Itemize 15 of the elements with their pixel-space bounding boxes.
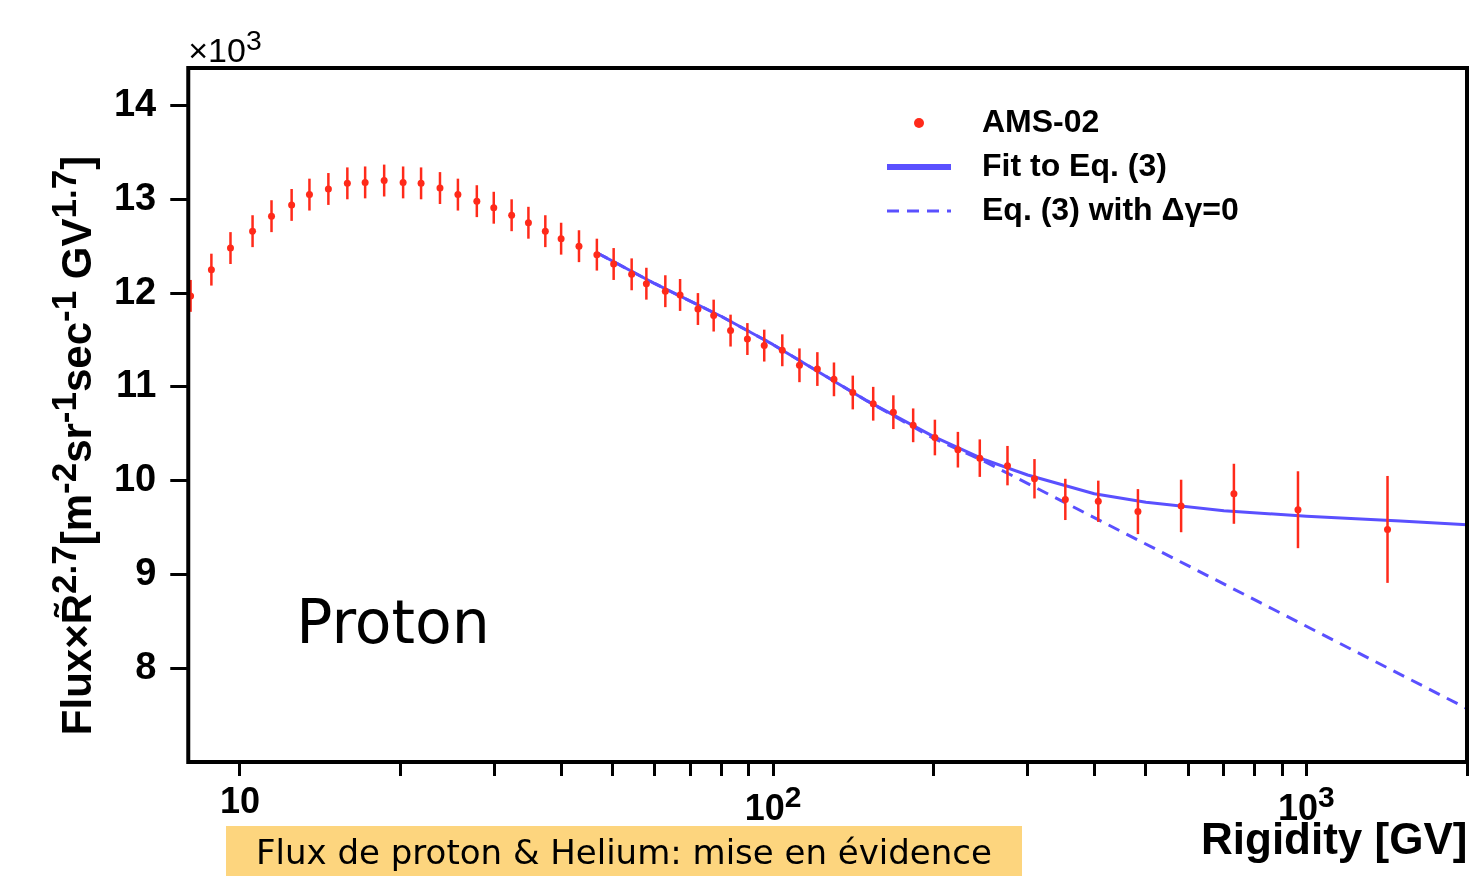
y-tick-label: 13 [113, 175, 157, 218]
annotation: ×10$^{3}$ [188, 24, 262, 71]
y-tick-label: 10 [113, 457, 157, 500]
legend-label: AMS-02 [982, 102, 1100, 139]
y-tick-label: 12 [113, 269, 157, 312]
y-tick-label: 9 [135, 550, 157, 593]
y-tick-label: 14 [113, 82, 157, 124]
legend-label: Eq. (3) with Δγ=0 [982, 190, 1239, 227]
annotation: Proton [296, 587, 490, 657]
y-tick-label: 11 [116, 363, 157, 406]
x-tick-label: 10$^{2}$ [744, 780, 802, 829]
y-tick-label: 8 [135, 644, 157, 687]
legend-label: Fit to Eq. (3) [982, 146, 1167, 183]
x-tick-label: 10 [219, 780, 260, 822]
text: Flux de proton & Helium: mise en évidence [256, 832, 992, 872]
